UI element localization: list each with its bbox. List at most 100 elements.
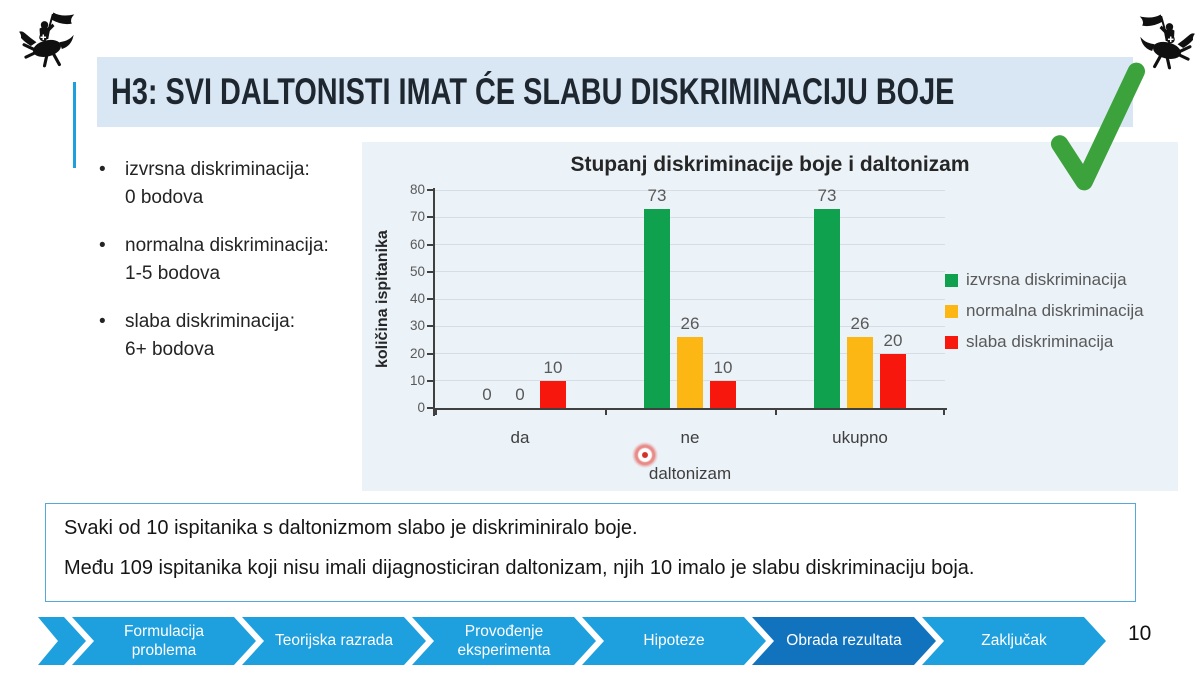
y-tick-label: 80 xyxy=(409,182,425,197)
x-category-label: ne xyxy=(680,428,700,447)
bullet-item: • normalna diskriminacija: 1-5 bodova xyxy=(99,232,371,287)
bar-column: 26 xyxy=(677,314,703,408)
bar-column: 10 xyxy=(540,358,566,408)
title-accent-line xyxy=(73,82,76,168)
bar-value-label: 26 xyxy=(850,314,870,334)
nav-step: Formulacija problema xyxy=(72,617,256,665)
bar-column: 10 xyxy=(710,358,736,408)
y-tick-mark xyxy=(427,270,433,273)
y-tick-mark xyxy=(427,243,433,246)
checkmark-icon xyxy=(1050,62,1145,191)
bar-value-label: 10 xyxy=(543,357,563,377)
y-tick-label: 20 xyxy=(409,345,425,361)
gridline xyxy=(435,325,945,327)
gridline xyxy=(435,216,945,218)
bar xyxy=(814,209,840,408)
gridline xyxy=(435,244,945,245)
bar xyxy=(710,380,736,408)
bullet-item: • slaba diskriminacija: 6+ bodova xyxy=(99,308,371,363)
findings-box: Svaki od 10 ispitanika s daltonizmom sla… xyxy=(45,503,1136,602)
process-nav: Formulacija problema Teorijska razrada Pro… xyxy=(38,617,1106,665)
nav-step-label: Obrada rezultata xyxy=(786,632,902,650)
bar-value-label: 20 xyxy=(883,330,903,350)
bar-column: 20 xyxy=(880,330,906,408)
bullet-icon: • xyxy=(99,311,106,333)
y-tick-label: 70 xyxy=(409,209,425,225)
chart-title: Stupanj diskriminacije boje i daltonizam xyxy=(570,153,970,176)
knight-emblem-icon xyxy=(19,12,75,68)
nav-step: Hipoteze xyxy=(582,617,766,665)
gridline xyxy=(435,298,945,300)
y-tick-mark xyxy=(427,189,433,191)
legend-item: normalna diskriminacija xyxy=(945,301,1144,321)
x-boundary-tick xyxy=(775,408,777,415)
bar-value-label: 73 xyxy=(647,186,667,206)
y-tick-label: 40 xyxy=(409,291,425,306)
bar-column: 73 xyxy=(644,186,670,408)
y-tick-labels: 0 10 20 30 40 50 60 70 80 xyxy=(379,182,425,415)
bullet-detail: 1-5 bodova xyxy=(125,262,221,284)
x-category-labels: da ne ukupno xyxy=(435,428,945,448)
y-tick-mark xyxy=(427,325,433,328)
chart-legend: izvrsna diskriminacija normalna diskrimin… xyxy=(945,270,1144,352)
bar-value-label: 0 xyxy=(515,385,525,404)
bar-group: 73 26 20 xyxy=(775,186,945,408)
x-axis-line xyxy=(433,408,947,410)
chart-panel: Stupanj diskriminacije boje i daltonizam… xyxy=(362,142,1178,491)
bar xyxy=(540,380,566,408)
finding-text: Među 109 ispitanika koji nisu imali dija… xyxy=(64,557,975,579)
legend-label: izvrsna diskriminacija xyxy=(966,270,1127,289)
y-tick-label: 0 xyxy=(417,400,425,415)
page-number: 10 xyxy=(1128,622,1152,645)
bullet-item: • izvrsna diskriminacija: 0 bodova xyxy=(99,156,371,211)
bar-value-label: 26 xyxy=(680,314,700,334)
bullet-term: normalna diskriminacija: xyxy=(125,235,329,257)
x-boundary-tick xyxy=(943,408,945,415)
y-tick-label: 50 xyxy=(409,263,425,279)
nav-step-label: Provođenje eksperimenta xyxy=(457,622,551,659)
bullet-icon: • xyxy=(99,235,106,257)
knight-emblem-icon xyxy=(1139,14,1195,70)
bullet-detail: 6+ bodova xyxy=(125,338,215,360)
legend-swatch xyxy=(945,335,958,349)
y-tick-mark xyxy=(427,407,433,409)
y-tick-label: 60 xyxy=(409,236,425,252)
bar-groups: 0 0 10 73 26 10 73 26 20 xyxy=(435,186,945,408)
y-tick-mark xyxy=(427,352,433,355)
bar-value-label: 73 xyxy=(817,186,837,206)
x-boundary-tick xyxy=(435,408,437,415)
nav-step: Obrada rezultata xyxy=(752,617,936,665)
y-tick-mark xyxy=(427,298,433,300)
bullet-icon: • xyxy=(99,159,106,180)
nav-step-label: Zaključak xyxy=(981,632,1047,650)
nav-step-label: Hipoteze xyxy=(643,632,705,650)
y-tick-mark xyxy=(427,216,433,219)
bar-column: 0 xyxy=(474,385,500,408)
finding-text: Svaki od 10 ispitanika s daltonizmom sla… xyxy=(64,517,638,539)
legend-label: slaba diskriminacija xyxy=(966,332,1114,351)
bar-group: 73 26 10 xyxy=(605,186,775,408)
bar xyxy=(677,337,703,408)
nav-step-label: Teorijska razrada xyxy=(274,632,394,650)
y-tick-label: 10 xyxy=(409,372,425,388)
y-axis-line xyxy=(433,188,435,416)
nav-step: Provođenje eksperimenta xyxy=(412,617,596,665)
bar xyxy=(644,209,670,408)
nav-step: Teorijska razrada xyxy=(242,617,426,665)
nav-step-label: Formulacija problema xyxy=(123,622,205,659)
gridline xyxy=(435,271,945,273)
bullet-term: slaba diskriminacija: xyxy=(125,311,296,333)
bar-value-label: 10 xyxy=(713,357,733,377)
bullet-detail: 0 bodova xyxy=(125,186,204,208)
bar xyxy=(847,337,873,408)
gridline xyxy=(435,189,945,191)
bar-value-label: 0 xyxy=(482,385,492,404)
y-tick-label: 30 xyxy=(409,318,425,334)
plot-area: 0 0 10 73 26 10 73 26 20 xyxy=(427,186,947,416)
nav-step: Zaključak xyxy=(922,617,1106,665)
x-category-label: da xyxy=(510,428,530,447)
bar-column: 26 xyxy=(847,314,873,408)
x-axis-title: daltonizam xyxy=(648,464,732,483)
bar-group: 0 0 10 xyxy=(435,190,605,408)
